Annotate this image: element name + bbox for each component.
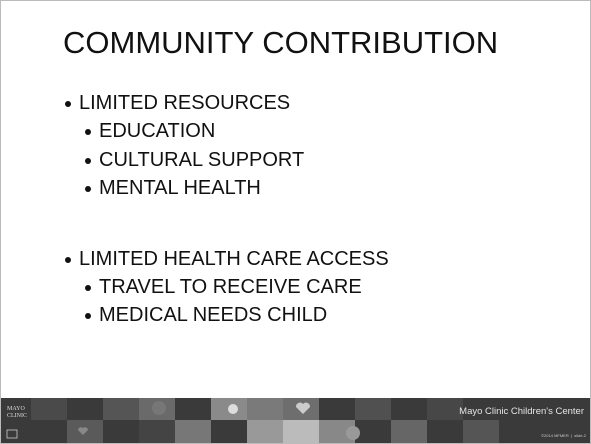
bullet-text: LIMITED RESOURCES [79, 92, 291, 114]
center-name: Mayo Clinic Children's Center [459, 406, 584, 417]
sub-bullet: MENTAL HEALTH [63, 174, 563, 203]
bullet-list: LIMITED RESOURCES EDUCATION CULTURAL SUPPO… [63, 89, 563, 330]
bullet-text: LIMITED HEALTH CARE ACCESS [79, 247, 389, 270]
mosaic-tiles [31, 398, 499, 443]
bullet-dot [65, 256, 71, 263]
sub-bullet: MEDICAL NEEDS CHILD [63, 301, 563, 330]
sun-icon [228, 404, 238, 414]
footer: MAYO CLINIC Mayo Clinic Children's Cente… [1, 398, 590, 443]
sub-bullet-text: MENTAL HEALTH [99, 177, 261, 199]
sub-bullet-text: EDUCATION [99, 120, 216, 142]
globe-icon [346, 426, 360, 440]
sub-bullet-text: TRAVEL TO RECEIVE CARE [99, 275, 362, 298]
bullet-dot [85, 157, 91, 164]
sub-bullet-text: CULTURAL SUPPORT [99, 148, 305, 171]
copyright: ©2014 MFMER | slide-2 [541, 433, 586, 438]
bullet: LIMITED HEALTH CARE ACCESS [63, 245, 563, 273]
heart-icon [78, 427, 88, 435]
sub-bullet: EDUCATION [63, 117, 563, 146]
bullet-dot [85, 284, 91, 291]
slide-title: COMMUNITY CONTRIBUTION [63, 25, 499, 60]
footer-mosaic [6, 398, 499, 443]
logo-shield [6, 429, 18, 439]
bullet-dot [85, 129, 91, 135]
bullet: LIMITED RESOURCES [63, 89, 563, 117]
bullet-dot [85, 313, 91, 319]
logo: MAYO CLINIC [7, 406, 27, 420]
bullet-dot [85, 186, 91, 192]
heart-icon [295, 402, 311, 414]
sub-bullet-text: MEDICAL NEEDS CHILD [99, 304, 328, 326]
sub-bullet: CULTURAL SUPPORT [63, 146, 563, 175]
bullet-dot [65, 101, 71, 107]
globe-icon [152, 401, 166, 415]
sub-bullet: TRAVEL TO RECEIVE CARE [63, 273, 563, 302]
logo-text: MAYO [7, 406, 25, 412]
logo-text: CLINIC [7, 413, 27, 419]
